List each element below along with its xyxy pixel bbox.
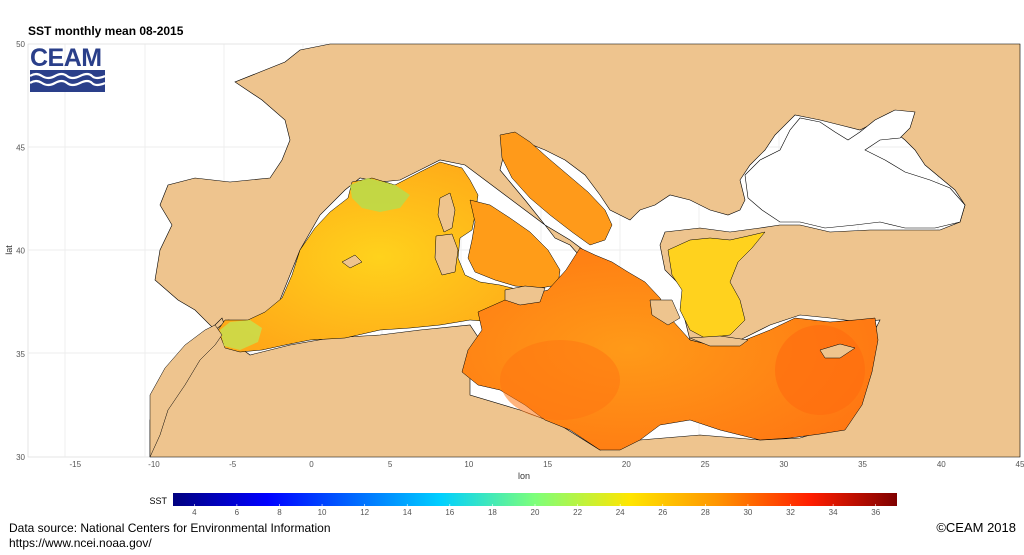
y-tick-label: 50 bbox=[16, 40, 25, 49]
balearic bbox=[341, 254, 363, 269]
logo-waves-icon bbox=[30, 70, 105, 92]
crete bbox=[689, 335, 749, 347]
x-tick-label: 45 bbox=[1016, 460, 1024, 469]
colorbar-tick-label: 28 bbox=[701, 508, 710, 517]
x-tick-label: 35 bbox=[858, 460, 867, 469]
colorbar-tick-label: 10 bbox=[318, 508, 327, 517]
copyright-text: ©CEAM 2018 bbox=[936, 520, 1016, 535]
x-tick-label: 5 bbox=[388, 460, 393, 469]
cyprus bbox=[819, 343, 856, 359]
levantine-hot bbox=[775, 325, 865, 415]
x-tick-label: 20 bbox=[622, 460, 631, 469]
islands bbox=[341, 192, 856, 359]
x-tick-label: 25 bbox=[701, 460, 710, 469]
data-source-text: Data source: National Centers for Enviro… bbox=[9, 521, 331, 535]
peloponnese bbox=[649, 299, 681, 326]
y-tick-label: 35 bbox=[16, 350, 25, 359]
x-tick-label: -10 bbox=[148, 460, 160, 469]
black-sea bbox=[744, 109, 966, 229]
adriatic-sea bbox=[499, 131, 613, 246]
colorbar-tick-labels: 4 6 8 10 12 14 16 18 20 22 24 26 28 30 32 34 36 bbox=[192, 504, 881, 517]
x-axis-title: lon bbox=[518, 471, 530, 481]
colorbar-tick-label: 20 bbox=[531, 508, 540, 517]
colorbar-tick-label: 16 bbox=[445, 508, 454, 517]
x-tick-label: 15 bbox=[543, 460, 552, 469]
sicily bbox=[504, 285, 546, 306]
colorbar-tick-label: 26 bbox=[658, 508, 667, 517]
sirte-hot bbox=[500, 340, 620, 420]
ceam-logo: CEAM bbox=[30, 46, 105, 94]
colorbar-tick-label: 34 bbox=[829, 508, 838, 517]
y-axis-title: lat bbox=[4, 245, 14, 255]
colorbar-tick-label: 24 bbox=[616, 508, 625, 517]
colorbar-tick-label: 12 bbox=[360, 508, 369, 517]
colorbar-tick-label: 36 bbox=[871, 508, 880, 517]
x-tick-label: 10 bbox=[464, 460, 473, 469]
colorbar-tick-label: 14 bbox=[403, 508, 412, 517]
colorbar-tick-label: 6 bbox=[235, 508, 240, 517]
x-tick-label: 0 bbox=[309, 460, 314, 469]
colorbar bbox=[173, 493, 897, 506]
x-tick-label: 40 bbox=[937, 460, 946, 469]
colorbar-tick-label: 8 bbox=[277, 508, 282, 517]
y-tick-label: 30 bbox=[16, 453, 25, 462]
logo-text: CEAM bbox=[30, 44, 102, 72]
colorbar-label: SST bbox=[149, 496, 167, 506]
alboran-cool bbox=[220, 320, 262, 350]
gulf-of-lion-cool bbox=[350, 178, 410, 212]
y-tick-labels: 30 35 40 45 50 bbox=[16, 40, 25, 462]
sardinia bbox=[434, 233, 459, 276]
colorbar-tick-label: 30 bbox=[743, 508, 752, 517]
x-tick-labels: -15 -10 -5 0 5 10 15 20 25 30 35 40 45 bbox=[69, 460, 1024, 469]
colorbar-tick-label: 18 bbox=[488, 508, 497, 517]
y-tick-label: 45 bbox=[16, 143, 25, 152]
x-tick-label: -5 bbox=[229, 460, 237, 469]
colorbar-tick-label: 4 bbox=[192, 508, 197, 517]
aegean-sea bbox=[667, 231, 766, 339]
western-mediterranean bbox=[217, 161, 541, 353]
map-title: SST monthly mean 08-2015 bbox=[28, 24, 184, 38]
x-tick-label: 30 bbox=[779, 460, 788, 469]
atlantic-africa-coast bbox=[149, 324, 223, 458]
y-tick-label: 40 bbox=[16, 247, 25, 256]
x-tick-label: -15 bbox=[69, 460, 81, 469]
data-source-url: https://www.ncei.noaa.gov/ bbox=[9, 536, 152, 550]
colorbar-tick-label: 32 bbox=[786, 508, 795, 517]
colorbar-tick-label: 22 bbox=[573, 508, 582, 517]
corsica bbox=[437, 192, 456, 233]
